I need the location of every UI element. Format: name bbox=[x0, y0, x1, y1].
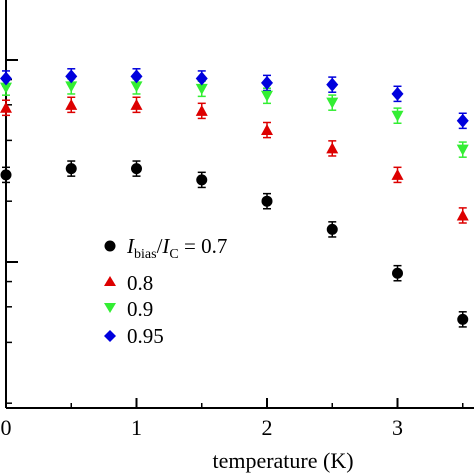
data-markers bbox=[0, 69, 469, 325]
legend-label-0-95: 0.95 bbox=[127, 324, 164, 348]
data-point-circle bbox=[392, 267, 403, 279]
x-axis-label: temperature (K) bbox=[212, 448, 353, 473]
data-point-diamond bbox=[195, 71, 208, 86]
data-point-diamond bbox=[261, 75, 273, 90]
data-point-triangle-down bbox=[0, 82, 12, 94]
data-point-triangle-up bbox=[261, 124, 273, 136]
data-point-triangle-up bbox=[326, 142, 339, 154]
data-point-diamond bbox=[326, 77, 339, 92]
legend-marker-triangle-down bbox=[104, 303, 116, 313]
legend: Ibias/IC = 0.7 0.8 0.9 0.95 bbox=[104, 234, 227, 348]
data-point-triangle-down bbox=[456, 144, 469, 156]
data-point-triangle-down bbox=[195, 83, 208, 95]
data-point-triangle-up bbox=[456, 209, 469, 221]
data-point-triangle-up bbox=[130, 98, 143, 110]
data-point-circle bbox=[0, 169, 12, 181]
data-point-triangle-up bbox=[391, 168, 404, 180]
x-tick-label: 2 bbox=[262, 415, 273, 440]
data-point-triangle-down bbox=[130, 81, 143, 93]
data-point-triangle-up bbox=[65, 98, 78, 110]
data-point-diamond bbox=[391, 86, 404, 101]
plot-frame bbox=[5, 0, 474, 409]
data-point-circle bbox=[261, 195, 273, 207]
data-point-circle bbox=[65, 163, 77, 175]
data-point-circle bbox=[326, 223, 338, 235]
data-point-circle bbox=[457, 313, 469, 325]
data-point-diamond bbox=[65, 69, 78, 84]
data-point-triangle-down bbox=[391, 110, 404, 122]
x-ticks: 0 1 2 3 bbox=[1, 398, 464, 440]
data-point-circle bbox=[196, 174, 208, 186]
data-point-circle bbox=[131, 163, 142, 175]
data-point-diamond bbox=[456, 113, 469, 128]
data-point-triangle-down bbox=[261, 90, 273, 102]
x-tick-label: 0 bbox=[1, 415, 12, 440]
x-tick-label: 1 bbox=[131, 415, 142, 440]
legend-marker-diamond bbox=[104, 330, 116, 342]
x-tick-label: 3 bbox=[392, 415, 403, 440]
data-point-diamond bbox=[130, 69, 143, 84]
legend-header: Ibias/IC = 0.7 bbox=[126, 234, 227, 262]
legend-label-0-8: 0.8 bbox=[127, 271, 153, 295]
data-point-triangle-down bbox=[65, 81, 78, 93]
legend-label-0-9: 0.9 bbox=[127, 297, 153, 321]
data-point-diamond bbox=[0, 71, 12, 86]
data-point-triangle-up bbox=[0, 101, 12, 113]
data-point-triangle-down bbox=[326, 97, 339, 109]
data-point-triangle-up bbox=[195, 104, 208, 116]
legend-marker-circle bbox=[104, 240, 116, 252]
legend-marker-triangle-up bbox=[104, 276, 116, 286]
